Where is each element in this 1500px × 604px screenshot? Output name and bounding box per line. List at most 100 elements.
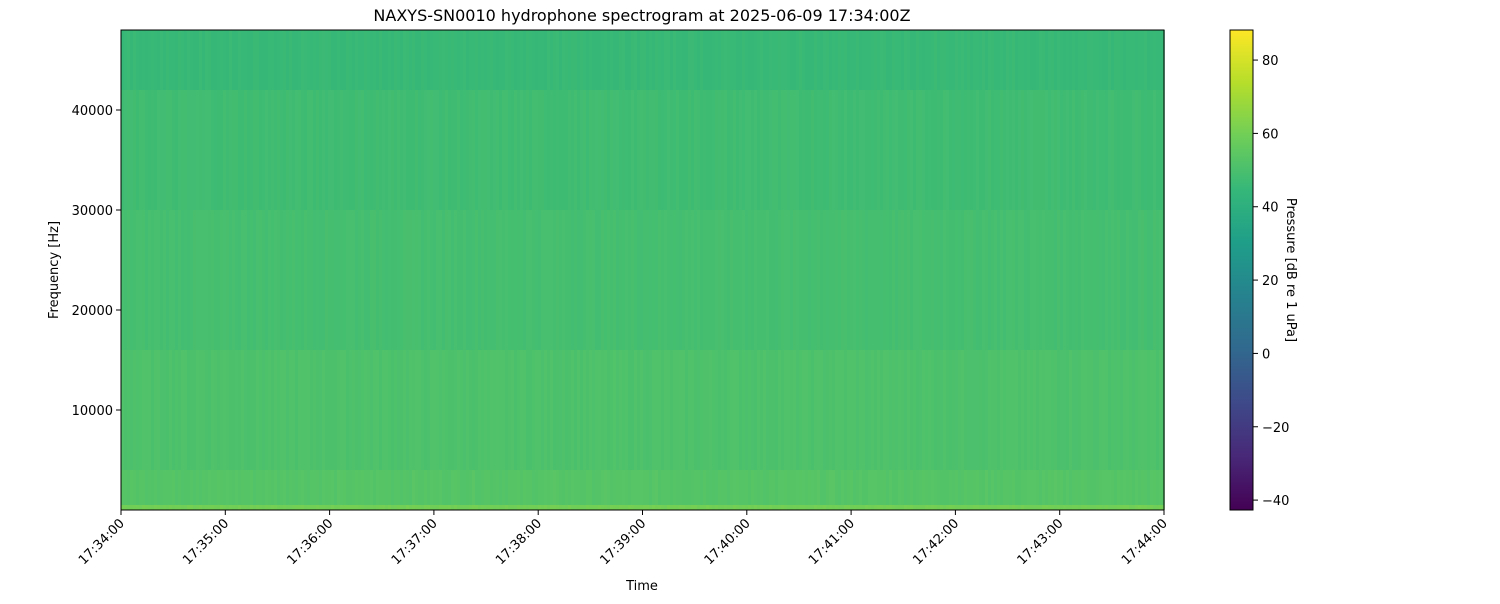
heatmap-cell xyxy=(1156,350,1159,470)
heatmap-cell xyxy=(511,350,514,470)
heatmap-cell xyxy=(340,470,343,505)
heatmap-cell xyxy=(451,350,454,470)
heatmap-cell xyxy=(1108,505,1111,510)
heatmap-cell xyxy=(250,350,253,470)
heatmap-cell xyxy=(1012,90,1015,210)
heatmap-cell xyxy=(586,470,589,505)
heatmap-cell xyxy=(586,30,589,90)
heatmap-cell xyxy=(736,30,739,90)
heatmap-cell xyxy=(490,470,493,505)
heatmap-cell xyxy=(1093,30,1096,90)
heatmap-cell xyxy=(292,90,295,210)
heatmap-cell xyxy=(313,470,316,505)
heatmap-cell xyxy=(916,470,919,505)
heatmap-cell xyxy=(925,350,928,470)
heatmap-cell xyxy=(388,350,391,470)
heatmap-cell xyxy=(643,210,646,350)
heatmap-cell xyxy=(316,350,319,470)
heatmap-cell xyxy=(421,505,424,510)
heatmap-cell xyxy=(1039,505,1042,510)
heatmap-cell xyxy=(493,470,496,505)
heatmap-cell xyxy=(448,90,451,210)
heatmap-cell xyxy=(907,470,910,505)
heatmap-cell xyxy=(682,90,685,210)
heatmap-cell xyxy=(253,90,256,210)
heatmap-cell xyxy=(727,350,730,470)
heatmap-cell xyxy=(712,210,715,350)
heatmap-cell xyxy=(811,350,814,470)
heatmap-cell xyxy=(1132,210,1135,350)
heatmap-cell xyxy=(454,350,457,470)
heatmap-cell xyxy=(964,210,967,350)
heatmap-cell xyxy=(667,30,670,90)
heatmap-cell xyxy=(733,505,736,510)
heatmap-cell xyxy=(445,505,448,510)
heatmap-cell xyxy=(460,350,463,470)
heatmap-cell xyxy=(124,350,127,470)
heatmap-cell xyxy=(670,30,673,90)
heatmap-cell xyxy=(265,30,268,90)
heatmap-cell xyxy=(703,505,706,510)
heatmap-cell xyxy=(838,470,841,505)
heatmap-cell xyxy=(817,470,820,505)
heatmap-cell xyxy=(697,350,700,470)
heatmap-cell xyxy=(286,470,289,505)
heatmap-cell xyxy=(1054,470,1057,505)
heatmap-cell xyxy=(928,90,931,210)
heatmap-cell xyxy=(232,90,235,210)
heatmap-cell xyxy=(361,470,364,505)
heatmap-cell xyxy=(877,350,880,470)
heatmap-cell xyxy=(520,350,523,470)
heatmap-cell xyxy=(1102,90,1105,210)
heatmap-cell xyxy=(754,30,757,90)
heatmap-cell xyxy=(208,505,211,510)
heatmap-cell xyxy=(1021,350,1024,470)
heatmap-cell xyxy=(853,350,856,470)
heatmap-cell xyxy=(703,90,706,210)
heatmap-cell xyxy=(994,90,997,210)
heatmap-cell xyxy=(673,30,676,90)
heatmap-cell xyxy=(445,90,448,210)
heatmap-cell xyxy=(1114,470,1117,505)
heatmap-cell xyxy=(880,30,883,90)
heatmap-cell xyxy=(982,210,985,350)
heatmap-cell xyxy=(262,350,265,470)
heatmap-cell xyxy=(190,470,193,505)
heatmap-cell xyxy=(847,505,850,510)
heatmap-cell xyxy=(544,90,547,210)
heatmap-cell xyxy=(223,350,226,470)
heatmap-cell xyxy=(1111,505,1114,510)
heatmap-cell xyxy=(877,470,880,505)
heatmap-cell xyxy=(433,350,436,470)
heatmap-cell xyxy=(688,350,691,470)
heatmap-cell xyxy=(244,30,247,90)
heatmap-cell xyxy=(415,90,418,210)
heatmap-cell xyxy=(595,505,598,510)
heatmap-cell xyxy=(544,505,547,510)
heatmap-cell xyxy=(424,30,427,90)
heatmap-cell xyxy=(319,30,322,90)
heatmap-cell xyxy=(262,505,265,510)
heatmap-cell xyxy=(307,505,310,510)
heatmap-cell xyxy=(1063,210,1066,350)
heatmap-cell xyxy=(955,350,958,470)
heatmap-cell xyxy=(643,90,646,210)
heatmap-cell xyxy=(664,470,667,505)
heatmap-cell xyxy=(868,350,871,470)
heatmap-cell xyxy=(721,350,724,470)
heatmap-cell xyxy=(700,470,703,505)
heatmap-cell xyxy=(406,350,409,470)
heatmap-cell xyxy=(1123,90,1126,210)
heatmap-cell xyxy=(376,470,379,505)
heatmap-cell xyxy=(130,90,133,210)
heatmap-cell xyxy=(268,30,271,90)
heatmap-cell xyxy=(1036,210,1039,350)
heatmap-cell xyxy=(289,90,292,210)
heatmap-cell xyxy=(1003,350,1006,470)
heatmap-cell xyxy=(448,505,451,510)
heatmap-cell xyxy=(124,90,127,210)
heatmap-cell xyxy=(148,30,151,90)
heatmap-cell xyxy=(1096,350,1099,470)
heatmap-cell xyxy=(283,505,286,510)
heatmap-cell xyxy=(415,30,418,90)
